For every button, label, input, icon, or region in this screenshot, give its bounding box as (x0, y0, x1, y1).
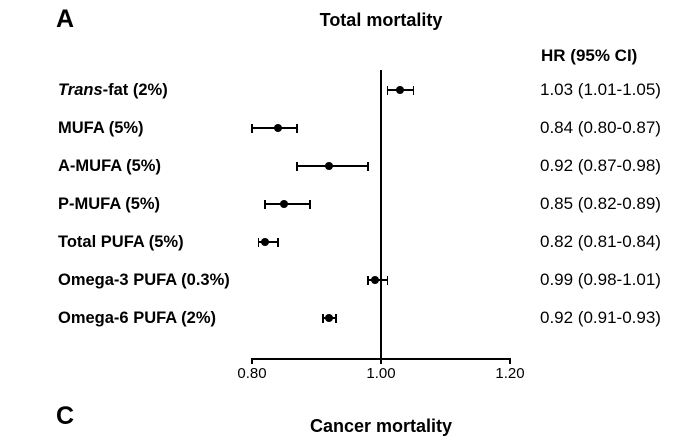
ci-cap (386, 85, 389, 95)
next-chart-title: Cancer mortality (309, 416, 453, 436)
row-label: MUFA (5%) (58, 119, 144, 137)
ci-cap (277, 237, 279, 247)
x-tick-mark (251, 358, 253, 364)
ci-cap (386, 275, 389, 285)
ci-cap (264, 199, 266, 209)
panel-a-label: A (56, 5, 75, 33)
hr-value: 0.82 (0.81-0.84) (540, 232, 661, 251)
row-label: Omega-3 PUFA (0.3%) (58, 271, 230, 289)
point-marker (260, 238, 269, 246)
chart-title: Total mortality (319, 10, 443, 30)
row-label-italic: Trans (58, 81, 103, 99)
row-label: Total PUFA (5%) (58, 233, 184, 251)
hr-value: 0.99 (0.98-1.01) (540, 270, 661, 289)
ci-cap (257, 237, 260, 247)
x-tick-label: 1.00 (366, 365, 396, 382)
ci-cap (367, 161, 369, 171)
hr-value: 0.92 (0.87-0.98) (540, 156, 661, 175)
point-marker (370, 276, 379, 284)
hr-value: 0.85 (0.82-0.89) (540, 194, 661, 213)
hr-ci-header: HR (95% CI) (541, 46, 638, 65)
x-tick-mark (380, 358, 382, 364)
ci-cap (322, 313, 324, 323)
ci-cap (412, 85, 414, 95)
row-label: Omega-6 PUFA (2%) (58, 309, 217, 327)
panel-c-label: C (56, 402, 75, 430)
hr-value: 0.92 (0.91-0.93) (540, 308, 661, 327)
ci-cap (251, 123, 253, 133)
ci-cap (296, 161, 298, 171)
point-marker (280, 200, 289, 208)
ci-cap (296, 123, 298, 133)
x-tick-mark (509, 358, 511, 364)
point-marker (396, 86, 405, 94)
ci-cap (335, 313, 337, 323)
point-marker (273, 124, 282, 132)
ci-cap (309, 199, 311, 209)
hr-value: 1.03 (1.01-1.05) (540, 80, 661, 99)
reference-line (380, 70, 382, 358)
row-label: P-MUFA (5%) (58, 195, 161, 213)
x-tick-label: 1.20 (495, 365, 525, 382)
row-label: Trans-fat (2%) (58, 81, 168, 99)
point-marker (325, 162, 334, 170)
x-tick-label: 0.80 (237, 365, 267, 382)
ci-cap (367, 275, 369, 285)
hr-value: 0.84 (0.80-0.87) (540, 118, 661, 137)
row-label: A-MUFA (5%) (58, 157, 161, 175)
point-marker (325, 314, 334, 322)
